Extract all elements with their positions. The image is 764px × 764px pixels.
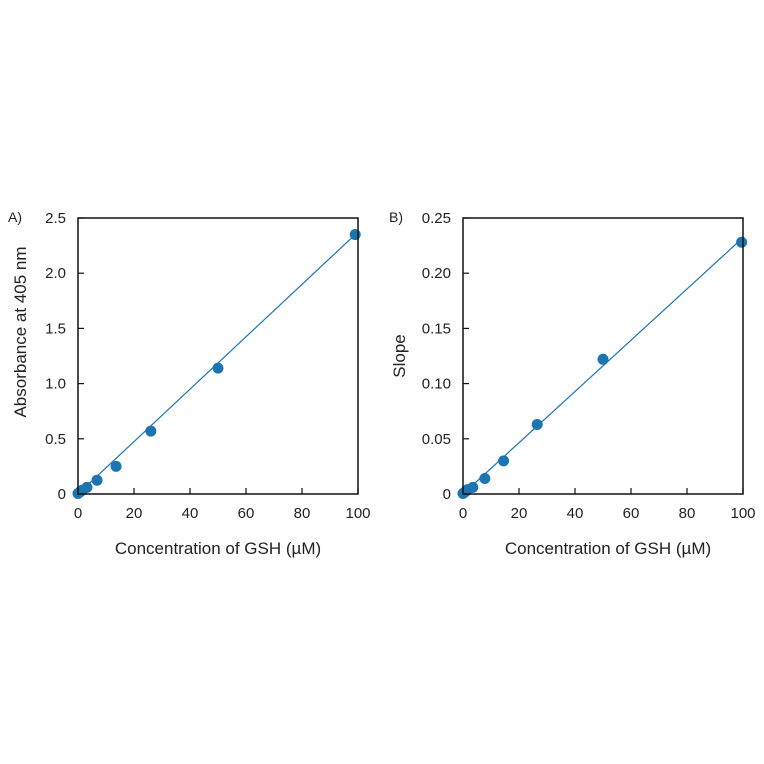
data-point <box>81 481 93 493</box>
data-point <box>498 455 510 467</box>
data-points-b <box>457 236 748 499</box>
data-point <box>91 474 103 486</box>
y-tick-label: 1.0 <box>45 376 66 393</box>
fit-line <box>462 238 743 495</box>
data-point <box>531 418 543 430</box>
x-tick-label: 0 <box>74 505 82 522</box>
x-tick-label: 20 <box>126 505 143 522</box>
data-point <box>597 353 609 365</box>
tick-group-b: 0 20 40 60 80 100 0 0.05 0.10 0.15 0.20 0.25 <box>422 210 756 522</box>
data-point <box>349 229 361 241</box>
x-tick-label: 80 <box>294 505 311 522</box>
x-tick-label: 60 <box>623 505 640 522</box>
y-tick-label: 0.05 <box>422 431 451 448</box>
plot-frame-b <box>462 217 744 495</box>
x-tick-label: 100 <box>730 505 755 522</box>
y-tick-label: 2.0 <box>45 265 66 282</box>
x-tick-label: 60 <box>238 505 255 522</box>
x-tick-label: 40 <box>182 505 199 522</box>
data-point <box>145 425 157 437</box>
x-axis-title-a: Concentration of GSH (µM) <box>115 539 321 558</box>
x-tick-label: 40 <box>567 505 584 522</box>
chart-b: B) Slope Concentration of GSH (µM) 0 20 40… <box>389 209 756 558</box>
panel-label-a: A) <box>8 209 22 225</box>
plot-frame-a <box>77 217 359 495</box>
x-tick-label: 0 <box>459 505 467 522</box>
data-points-a <box>72 229 361 499</box>
y-tick-label: 0.20 <box>422 265 451 282</box>
data-point <box>467 481 479 493</box>
y-tick-label: 0.10 <box>422 376 451 393</box>
fit-line-b <box>462 238 743 495</box>
y-axis-title-a: Absorbance at 405 nm <box>11 246 30 417</box>
y-tick-label: 0.25 <box>422 210 451 227</box>
chart-a: A) Absorbance at 405 nm Concentration of… <box>8 209 371 558</box>
data-point <box>110 460 122 472</box>
data-point <box>212 362 224 374</box>
y-tick-label: 0.15 <box>422 320 451 337</box>
x-tick-label: 100 <box>345 505 370 522</box>
x-axis-title-b: Concentration of GSH (µM) <box>505 539 711 558</box>
tick-group-a: 0 20 40 60 80 100 0 0.5 1.0 1.5 2.0 2.5 <box>45 210 370 522</box>
y-axis-title-b: Slope <box>390 334 409 377</box>
y-tick-label: 2.5 <box>45 210 66 227</box>
data-point <box>479 473 491 485</box>
y-tick-label: 1.5 <box>45 320 66 337</box>
y-tick-label: 0.5 <box>45 431 66 448</box>
x-tick-label: 20 <box>511 505 528 522</box>
y-tick-label: 0 <box>58 486 66 503</box>
y-tick-label: 0 <box>443 486 451 503</box>
data-point <box>736 236 748 248</box>
x-tick-label: 80 <box>679 505 696 522</box>
panel-label-b: B) <box>389 209 403 225</box>
